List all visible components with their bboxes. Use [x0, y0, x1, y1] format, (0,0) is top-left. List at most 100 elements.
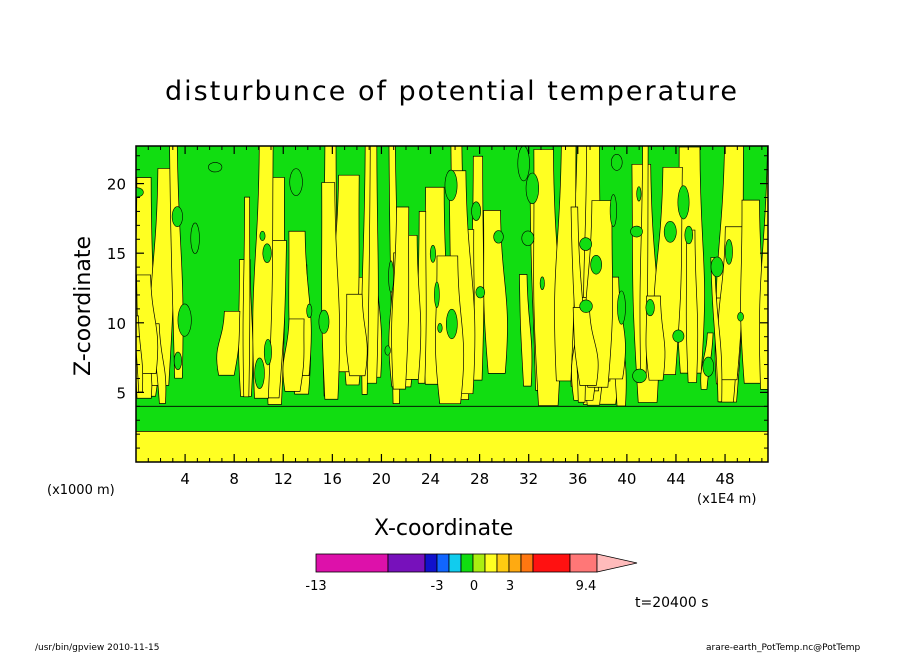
colorbar-bin: [315, 553, 389, 573]
green-island: [173, 351, 183, 370]
x-tick-label: 36: [568, 470, 587, 488]
chart-title: disturbunce of potential temperature: [165, 76, 739, 107]
green-island: [609, 194, 617, 227]
colorbar-bin: [532, 553, 571, 573]
x-tick-label: 4: [180, 470, 190, 488]
green-island: [437, 323, 443, 333]
green-island: [263, 338, 272, 366]
y-unit-label: (x1000 m): [47, 483, 115, 498]
green-island: [445, 308, 458, 340]
green-island: [611, 154, 623, 171]
green-island: [262, 243, 272, 263]
green-island: [636, 186, 642, 202]
x-tick-label: 32: [519, 470, 538, 488]
x-tick-label: 40: [617, 470, 636, 488]
x-tick-label: 48: [716, 470, 735, 488]
y-axis-label: Z-coordinate: [71, 236, 96, 376]
y-tick-label: 5: [116, 384, 126, 402]
colorbar-tick-label: -13: [305, 579, 326, 594]
footer-source: arare-earth_PotTemp.nc@PotTemp: [706, 643, 861, 653]
x-tick-label: 24: [421, 470, 440, 488]
yellow-plume: [136, 315, 144, 393]
colorbar-bin: [424, 553, 438, 573]
green-island: [521, 230, 535, 246]
colorbar-bin: [436, 553, 450, 573]
green-island: [663, 220, 677, 243]
green-island: [579, 299, 593, 313]
yellow-plume: [345, 293, 368, 377]
colorbar-bin: [569, 553, 598, 573]
green-island: [429, 245, 436, 263]
green-mixed-layer: [136, 406, 768, 432]
plot-area: [136, 146, 768, 462]
colorbar-bin: [520, 553, 534, 573]
green-island: [710, 256, 724, 278]
green-island: [384, 345, 391, 356]
green-island: [630, 225, 643, 238]
green-island: [702, 356, 715, 377]
green-island: [525, 172, 539, 205]
yellow-plume: [282, 318, 305, 392]
x-tick-label: 16: [323, 470, 342, 488]
green-island: [684, 225, 694, 245]
green-island: [208, 162, 223, 173]
green-island: [475, 286, 486, 299]
y-tick-label: 15: [107, 245, 126, 263]
green-island: [136, 187, 144, 198]
colorbar-bin: [508, 553, 522, 573]
x-tick-label: 44: [666, 470, 685, 488]
green-island: [517, 146, 530, 182]
colorbar: -13 -3 0 3 9.4: [305, 553, 638, 594]
green-island: [318, 309, 330, 334]
colorbar-bin: [460, 553, 474, 573]
green-island: [590, 254, 602, 275]
x-tick-label: 28: [470, 470, 489, 488]
colorbar-bin: [484, 553, 498, 573]
colorbar-tick-label: 0: [470, 579, 478, 594]
green-island: [617, 290, 626, 325]
yellow-plume: [759, 146, 768, 390]
yellow-plume: [216, 310, 241, 376]
green-island: [254, 357, 265, 389]
green-island: [677, 185, 690, 220]
green-island: [388, 260, 394, 293]
yellow-plume: [685, 229, 699, 383]
colorbar-tick-label: -3: [431, 579, 444, 594]
yellow-plume: [391, 206, 410, 390]
y-tick-label: 10: [107, 315, 126, 333]
yellow-surface-layer: [136, 431, 768, 462]
green-island: [190, 222, 200, 254]
green-island: [672, 329, 685, 343]
colorbar-bin: [387, 553, 426, 573]
green-island: [434, 281, 440, 308]
x-tick-label: 12: [274, 470, 293, 488]
yellow-plume: [645, 295, 666, 381]
green-island: [171, 206, 183, 227]
time-label: t=20400 s: [635, 595, 709, 611]
green-island: [259, 230, 266, 241]
x-axis-label: X-coordinate: [374, 516, 514, 541]
colorbar-arrow: [596, 553, 638, 573]
green-island: [471, 201, 482, 221]
colorbar-bin: [448, 553, 462, 573]
colorbar-tick-label: 3: [506, 579, 514, 594]
footer-program: /usr/bin/gpview 2010-11-15: [35, 643, 160, 653]
colorbar-bin: [472, 553, 486, 573]
x-tick-label: 8: [229, 470, 239, 488]
yellow-plume: [242, 196, 251, 398]
green-island: [306, 303, 313, 319]
yellow-plume: [252, 146, 274, 399]
plot-frame: [135, 145, 769, 463]
x-unit-label: (x1E4 m): [697, 492, 757, 507]
colorbar-tick-label: 9.4: [576, 579, 597, 594]
green-island: [725, 239, 733, 265]
green-island: [493, 230, 504, 244]
green-island: [632, 368, 647, 384]
yellow-plume: [519, 274, 533, 387]
green-island: [539, 276, 545, 290]
yellow-plume: [483, 209, 508, 374]
x-tick-label: 20: [372, 470, 391, 488]
y-tick-label: 20: [107, 176, 126, 194]
